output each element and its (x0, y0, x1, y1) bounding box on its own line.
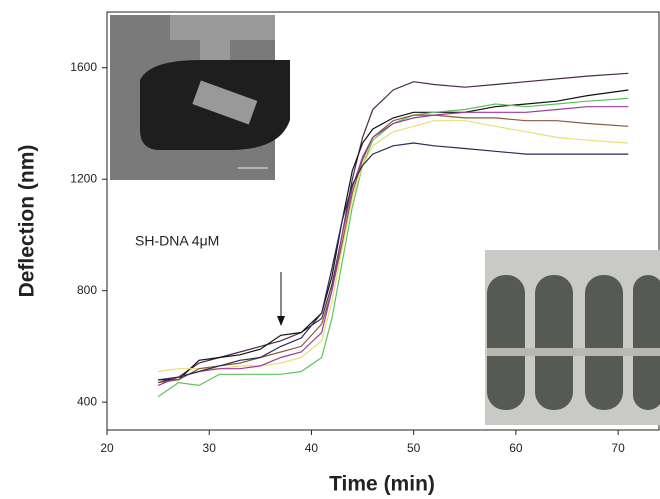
data-line (158, 120, 629, 373)
data-line (158, 89, 629, 381)
inset-sem-image (110, 15, 290, 180)
data-line (157, 106, 629, 386)
plot-frame (106, 11, 660, 431)
x-tick-label: 30 (203, 441, 217, 455)
x-tick-label: 20 (100, 441, 114, 455)
x-tick-label: 70 (611, 441, 625, 455)
data-line (158, 114, 629, 384)
x-axis-title: Time (min) (329, 473, 435, 496)
y-tick-label: 1600 (70, 60, 97, 74)
x-tick-label: 60 (509, 441, 523, 455)
y-axis-title: Deflection (nm) (16, 145, 39, 298)
inset-optical-image (485, 250, 660, 425)
x-tick-label: 40 (305, 441, 319, 455)
annotation-arrowhead (277, 316, 285, 326)
x-tick-label: 50 (407, 441, 421, 455)
data-line (158, 142, 629, 381)
data-line (157, 72, 629, 384)
y-tick-label: 1200 (70, 171, 97, 185)
data-line (157, 97, 629, 398)
annotation: SH-DNA 4μM (135, 233, 219, 249)
y-tick-label: 400 (77, 394, 97, 408)
y-tick-label: 800 (77, 283, 97, 297)
